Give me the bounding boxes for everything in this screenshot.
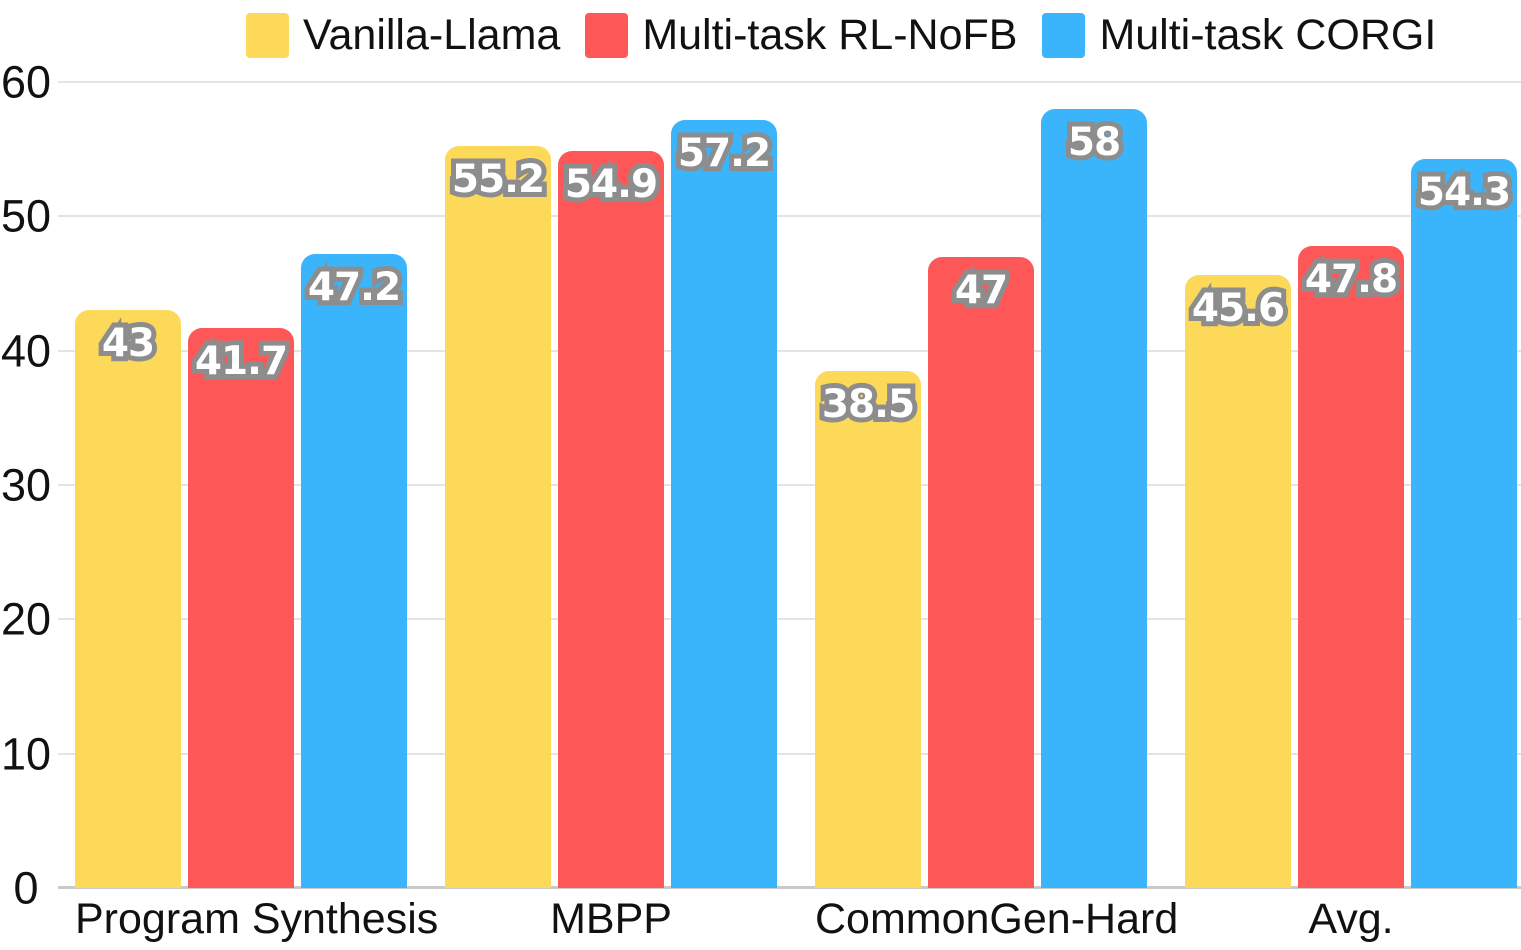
bar-value-text: 47.2 xyxy=(307,264,401,310)
bar-value-label: 43 43 xyxy=(75,317,181,370)
bar-multi-task-rl-nofb-mbpp: 54.9 54.9 xyxy=(558,150,664,888)
bars-row: 43 43 41.7 41.7 47.2 47.2 55.2 55.2 54.9 54.9 57.2… xyxy=(75,108,1517,888)
bar-value-outline: 47.8 xyxy=(1300,253,1403,306)
bar-multi-task-corgi-program-synthesis: 47.2 47.2 xyxy=(301,253,407,888)
bar-value-outline: 45.6 xyxy=(1187,283,1290,336)
bar-value-text: 58 xyxy=(1067,119,1121,165)
gridline-60 xyxy=(58,81,1521,83)
y-tick-label-0: 0 xyxy=(13,862,39,914)
bar-value-text: 47 xyxy=(954,267,1008,313)
gridline-0 xyxy=(58,886,1521,889)
bar-group-mbpp: 55.2 55.2 54.9 54.9 57.2 57.2 xyxy=(445,119,777,888)
y-tick-label-50: 50 xyxy=(0,190,52,242)
bar-value-text: 41.7 xyxy=(194,338,288,384)
bar-multi-task-rl-nofb-program-synthesis: 41.7 41.7 xyxy=(188,327,294,888)
legend-item-vanilla-llama: Vanilla-Llama xyxy=(246,13,560,58)
x-axis-label-avg: Avg. xyxy=(1308,895,1394,943)
bar-value-text: 54.3 xyxy=(1417,169,1511,215)
bar-value-text: 43 xyxy=(101,321,155,367)
bar-value-outline: 47 xyxy=(950,264,1013,317)
bar-value-outline: 55.2 xyxy=(447,154,550,207)
legend-swatch-vanilla-llama xyxy=(246,13,289,58)
y-tick-label-60: 60 xyxy=(0,56,52,108)
y-tick-label-10: 10 xyxy=(0,728,52,780)
gridline-50 xyxy=(58,215,1521,218)
gridline-30 xyxy=(58,484,1521,486)
bar-value-label: 38.5 38.5 xyxy=(815,378,921,431)
bar-group-commongen-hard: 38.5 38.5 47 47 58 58 xyxy=(815,108,1147,888)
bar-value-outline: 41.7 xyxy=(190,335,293,388)
bar-value-label: 45.6 45.6 xyxy=(1185,283,1291,336)
legend: Vanilla-Llama Multi-task RL-NoFB Multi-tas… xyxy=(246,13,1436,58)
bar-value-outline: 58 xyxy=(1063,116,1126,169)
bar-value-label: 41.7 41.7 xyxy=(188,335,294,388)
legend-label-multi-task-corgi: Multi-task CORGI xyxy=(1099,11,1437,59)
x-axis: Program Synthesis MBPP CommonGen-Hard Avg. xyxy=(75,895,1517,943)
bar-value-label: 58 58 xyxy=(1041,116,1147,169)
bar-value-label: 47 47 xyxy=(928,264,1034,317)
bar-value-label: 55.2 55.2 xyxy=(445,154,551,207)
y-tick-label-20: 20 xyxy=(0,593,52,645)
legend-swatch-multi-task-corgi xyxy=(1042,13,1086,58)
bar-multi-task-corgi-commongen-hard: 58 58 xyxy=(1041,108,1147,888)
bar-multi-task-corgi-avg: 54.3 54.3 xyxy=(1411,158,1517,888)
bar-value-label: 47.2 47.2 xyxy=(301,261,407,314)
bar-multi-task-corgi-mbpp: 57.2 57.2 xyxy=(671,119,777,888)
legend-label-multi-task-rl-nofb: Multi-task RL-NoFB xyxy=(642,11,1018,59)
bar-multi-task-rl-nofb-avg: 47.8 47.8 xyxy=(1298,245,1404,888)
bar-value-label: 54.9 54.9 xyxy=(558,158,664,211)
bar-value-label: 54.3 54.3 xyxy=(1411,166,1517,219)
y-tick-label-40: 40 xyxy=(0,325,52,377)
x-axis-label-commongen-hard: CommonGen-Hard xyxy=(815,895,1179,943)
gridline-40 xyxy=(58,349,1521,352)
bar-value-outline: 47.2 xyxy=(303,261,406,314)
bar-group-avg: 45.6 45.6 47.8 47.8 54.3 54.3 xyxy=(1185,158,1517,888)
gridline-20 xyxy=(58,618,1521,621)
x-axis-label-program-synthesis: Program Synthesis xyxy=(75,895,439,943)
legend-item-multi-task-corgi: Multi-task CORGI xyxy=(1042,13,1436,58)
bar-value-outline: 38.5 xyxy=(817,378,920,431)
bar-multi-task-rl-nofb-commongen-hard: 47 47 xyxy=(928,256,1034,888)
bar-value-text: 45.6 xyxy=(1191,286,1285,332)
bar-value-text: 47.8 xyxy=(1304,256,1398,302)
bar-value-text: 55.2 xyxy=(451,157,545,203)
x-axis-label-mbpp: MBPP xyxy=(550,895,672,943)
bar-value-outline: 54.9 xyxy=(560,158,663,211)
y-tick-label-30: 30 xyxy=(0,459,52,511)
bar-value-label: 47.8 47.8 xyxy=(1298,253,1404,306)
bar-value-label: 57.2 57.2 xyxy=(671,127,777,180)
bar-value-outline: 57.2 xyxy=(673,127,776,180)
legend-swatch-multi-task-rl-nofb xyxy=(585,13,629,58)
bar-vanilla-llama-commongen-hard: 38.5 38.5 xyxy=(815,370,921,888)
bar-vanilla-llama-program-synthesis: 43 43 xyxy=(75,310,181,888)
bar-vanilla-llama-mbpp: 55.2 55.2 xyxy=(445,146,551,888)
bar-value-outline: 54.3 xyxy=(1413,166,1516,219)
bar-vanilla-llama-avg: 45.6 45.6 xyxy=(1185,275,1291,888)
legend-item-multi-task-rl-nofb: Multi-task RL-NoFB xyxy=(585,13,1017,58)
bar-value-text: 57.2 xyxy=(677,130,771,176)
bar-group-program-synthesis: 43 43 41.7 41.7 47.2 47.2 xyxy=(75,253,407,888)
gridline-10 xyxy=(58,752,1521,755)
bar-value-outline: 43 xyxy=(97,317,160,370)
bar-value-text: 54.9 xyxy=(564,161,658,207)
plot-area: 43 43 41.7 41.7 47.2 47.2 55.2 55.2 54.9 54.9 57.2… xyxy=(0,56,1521,911)
legend-label-vanilla-llama: Vanilla-Llama xyxy=(303,11,561,59)
bar-value-text: 38.5 xyxy=(821,381,915,427)
